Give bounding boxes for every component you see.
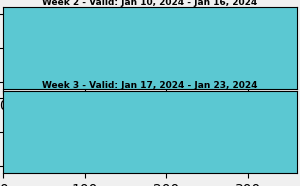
- Title: Week 3 - Valid: Jan 17, 2024 - Jan 23, 2024: Week 3 - Valid: Jan 17, 2024 - Jan 23, 2…: [42, 81, 258, 90]
- Title: Week 2 - Valid: Jan 10, 2024 - Jan 16, 2024: Week 2 - Valid: Jan 10, 2024 - Jan 16, 2…: [42, 0, 258, 7]
